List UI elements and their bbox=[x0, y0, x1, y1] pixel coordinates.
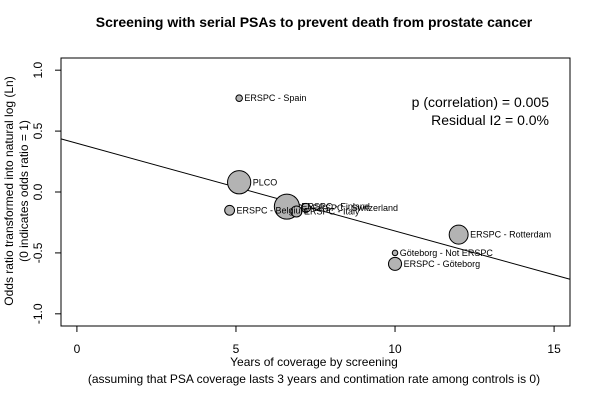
point-label: ERSPC - Rotterdam bbox=[470, 230, 551, 240]
y-tick-label: -1.0 bbox=[31, 303, 45, 324]
point-label: ERSPC - Finland bbox=[301, 202, 370, 212]
y-axis-label: Odds ratio transformed into natural log … bbox=[2, 76, 16, 305]
data-point bbox=[448, 224, 469, 245]
data-point bbox=[290, 205, 303, 218]
y-tick-label: 0.0 bbox=[31, 183, 45, 200]
point-label: PLCO bbox=[253, 177, 278, 187]
data-point bbox=[387, 256, 403, 271]
data-point bbox=[235, 94, 243, 102]
regression-line bbox=[60, 138, 571, 280]
data-point bbox=[300, 202, 311, 213]
data-point bbox=[227, 170, 252, 195]
point-label: ERSPC - Belgium bbox=[237, 205, 309, 215]
x-axis-label: Years of coverage by screening bbox=[230, 355, 398, 369]
x-axis-sublabel: (assuming that PSA coverage lasts 3 year… bbox=[88, 372, 540, 386]
y-axis-sublabel: (0 indicates odds ratio = 1) bbox=[17, 120, 31, 262]
point-label: ERSPC - Switzerland bbox=[312, 203, 398, 213]
data-point bbox=[224, 204, 236, 216]
y-tick-label: 0.5 bbox=[31, 122, 45, 139]
point-label: ERSPC - Spain bbox=[244, 93, 306, 103]
p-correlation-annotation: p (correlation) = 0.005 bbox=[412, 94, 550, 110]
data-point bbox=[391, 249, 399, 257]
residual-i2-annotation: Residual I2 = 0.0% bbox=[431, 112, 549, 128]
x-axis: 0 5 10 15 bbox=[74, 326, 561, 356]
x-tick-label: 10 bbox=[388, 342, 402, 356]
y-axis: -1.0 -0.5 0.0 0.5 1.0 bbox=[31, 62, 61, 324]
point-label: ERSPC - Italy bbox=[304, 206, 360, 216]
y-tick-label: 1.0 bbox=[31, 62, 45, 79]
x-tick-label: 15 bbox=[547, 342, 561, 356]
point-label: Göteborg - Not ERSPC bbox=[400, 248, 494, 258]
chart-title: Screening with serial PSAs to prevent de… bbox=[96, 14, 533, 30]
point-label: ERSPC - Göteborg bbox=[404, 259, 481, 269]
y-tick-label: -0.5 bbox=[31, 242, 45, 263]
x-tick-label: 5 bbox=[233, 342, 240, 356]
x-tick-label: 0 bbox=[74, 342, 81, 356]
